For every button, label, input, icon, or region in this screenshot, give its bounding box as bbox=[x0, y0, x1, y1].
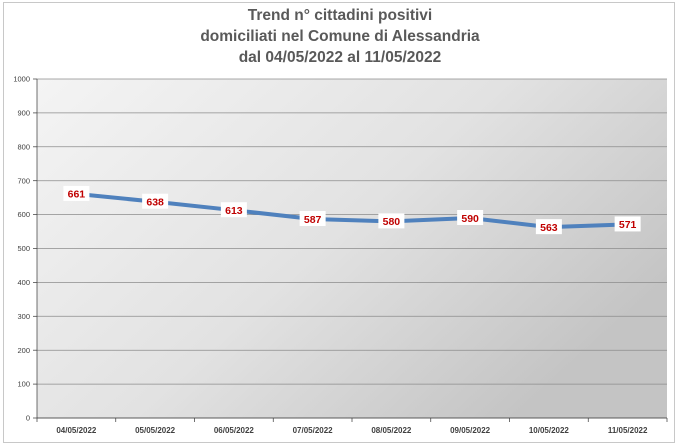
x-tick-label: 09/05/2022 bbox=[450, 426, 491, 435]
y-tick-label: 1000 bbox=[13, 75, 30, 84]
data-label-box bbox=[457, 209, 484, 225]
chart-title-line-1: Trend n° cittadini positivi bbox=[247, 7, 433, 24]
data-label: 590 bbox=[457, 209, 484, 225]
data-label: 638 bbox=[142, 193, 169, 209]
x-tick-label: 06/05/2022 bbox=[214, 426, 255, 435]
y-tick-label: 400 bbox=[17, 278, 30, 287]
x-tick-label: 08/05/2022 bbox=[371, 426, 412, 435]
data-label-text: 661 bbox=[68, 189, 86, 201]
data-label-text: 580 bbox=[383, 216, 401, 228]
data-label: 571 bbox=[614, 216, 641, 232]
data-label-box bbox=[220, 202, 247, 218]
data-label-box bbox=[63, 185, 90, 201]
data-label-box bbox=[299, 211, 326, 227]
data-label-box bbox=[614, 216, 641, 232]
x-tick-label: 10/05/2022 bbox=[529, 426, 570, 435]
y-tick-label: 200 bbox=[17, 346, 30, 355]
x-tick-label: 04/05/2022 bbox=[56, 426, 97, 435]
data-label-text: 590 bbox=[461, 213, 479, 225]
data-label-box bbox=[535, 219, 562, 235]
data-label-text: 571 bbox=[619, 219, 637, 231]
y-tick-label: 700 bbox=[17, 176, 30, 185]
y-tick-label: 300 bbox=[17, 312, 30, 321]
series-line bbox=[74, 191, 630, 230]
chart-title-line-2: domiciliati nel Comune di Alessandria bbox=[200, 28, 480, 45]
y-tick-label: 100 bbox=[17, 380, 30, 389]
x-tick-label: 07/05/2022 bbox=[293, 426, 334, 435]
y-tick-label: 800 bbox=[17, 142, 30, 151]
y-tick-label: 900 bbox=[17, 109, 30, 118]
x-tick-label: 11/05/2022 bbox=[608, 426, 648, 435]
data-label-text: 613 bbox=[225, 205, 243, 217]
data-label: 580 bbox=[378, 213, 405, 229]
data-label: 661 bbox=[63, 185, 90, 201]
y-tick-label: 0 bbox=[26, 414, 30, 423]
chart-title: Trend n° cittadini positivi domiciliati … bbox=[0, 5, 680, 68]
data-label-box bbox=[142, 193, 169, 209]
data-label: 563 bbox=[535, 219, 562, 235]
data-label-text: 563 bbox=[540, 222, 558, 234]
data-label-text: 587 bbox=[304, 214, 322, 226]
y-tick-label: 600 bbox=[17, 210, 30, 219]
data-label-box bbox=[378, 213, 405, 229]
data-label: 587 bbox=[299, 211, 326, 227]
x-tick-label: 05/05/2022 bbox=[135, 426, 176, 435]
chart-title-line-3: dal 04/05/2022 al 11/05/2022 bbox=[238, 49, 442, 66]
data-label-text: 638 bbox=[146, 197, 164, 209]
data-label: 613 bbox=[220, 202, 247, 218]
y-tick-label: 500 bbox=[17, 244, 30, 253]
